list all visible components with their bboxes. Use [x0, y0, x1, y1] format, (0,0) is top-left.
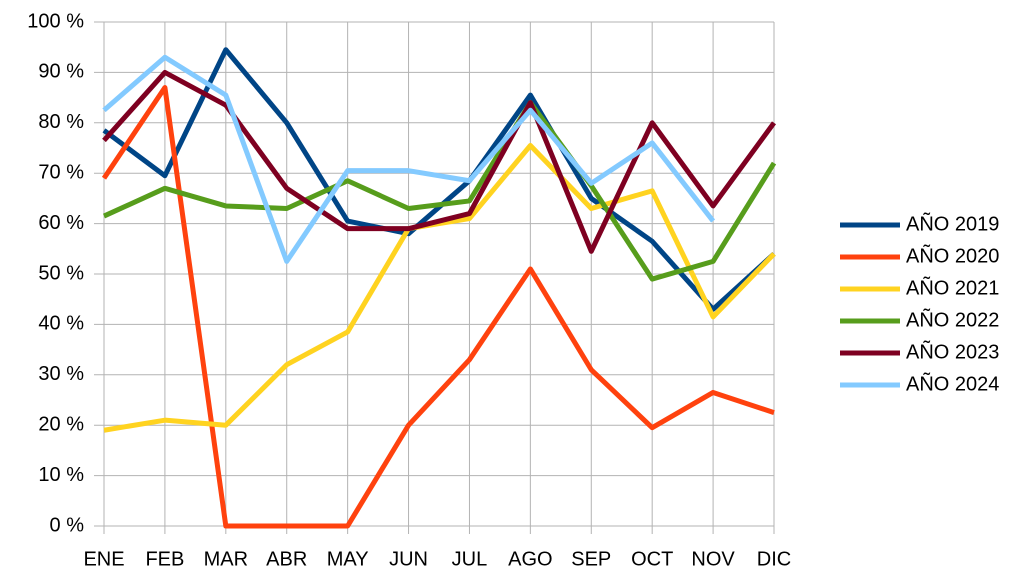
legend-label: AÑO 2021 — [906, 275, 999, 299]
x-tick-label: MAY — [327, 548, 369, 570]
legend-label: AÑO 2020 — [906, 243, 999, 267]
y-tick-label: 10 % — [38, 464, 84, 486]
series-line — [102, 47, 776, 312]
y-tick-label: 90 % — [38, 61, 84, 83]
y-tick-label: 60 % — [38, 212, 84, 234]
y-tick-label: 50 % — [38, 262, 84, 284]
y-tick-label: 30 % — [38, 363, 84, 385]
x-tick-label: AGO — [508, 548, 552, 570]
series-line — [102, 100, 777, 282]
x-tick-label: ABR — [266, 548, 307, 570]
x-tick-label: JUL — [452, 548, 488, 570]
x-tick-label: SEP — [571, 548, 611, 570]
series-line — [101, 85, 775, 529]
legend-label: AÑO 2023 — [906, 339, 999, 363]
y-tick-label: 80 % — [38, 111, 84, 133]
y-tick-label: 100 % — [27, 10, 84, 32]
x-tick-label: JUN — [389, 548, 428, 570]
x-tick-label: NOV — [691, 548, 735, 570]
y-tick-label: 0 % — [50, 514, 85, 536]
x-tick-label: DIC — [757, 548, 791, 570]
legend-label: AÑO 2022 — [906, 307, 999, 331]
legend-label: AÑO 2019 — [906, 211, 999, 235]
y-tick-label: 40 % — [38, 313, 84, 335]
x-tick-label: OCT — [631, 548, 673, 570]
y-tick-label: 20 % — [38, 413, 84, 435]
series-line — [102, 54, 716, 264]
x-tick-label: FEB — [145, 548, 184, 570]
x-tick-label: MAR — [204, 548, 248, 570]
series-line — [102, 69, 777, 254]
x-tick-label: ENE — [83, 548, 124, 570]
legend-label: AÑO 2024 — [906, 371, 999, 395]
y-tick-label: 70 % — [38, 161, 84, 183]
